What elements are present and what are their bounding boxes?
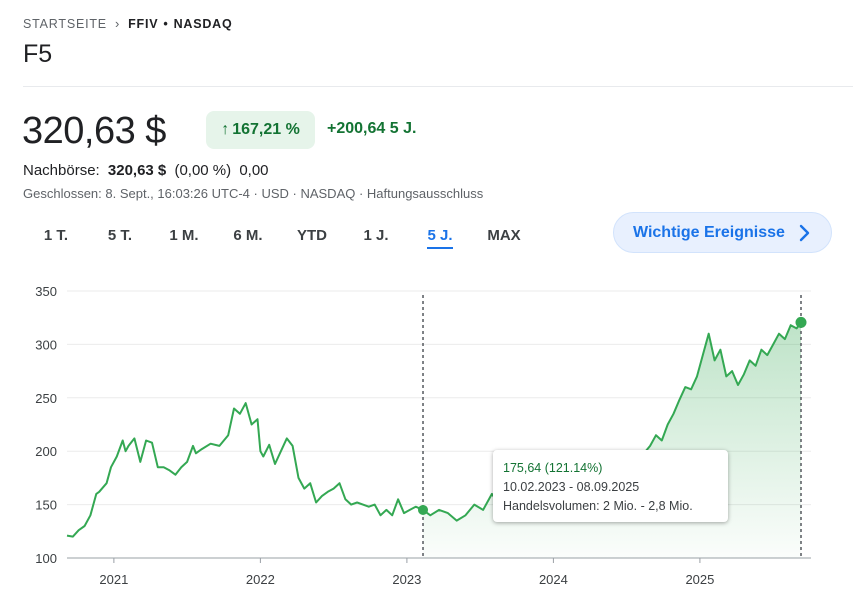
page-title: F5 [23,40,53,68]
tooltip-period: 10.02.2023 - 08.09.2025 [503,480,640,494]
range-tab-1m[interactable]: 1 M. [169,227,199,244]
x-tick-label: 2023 [392,572,421,587]
selection-area-fill [423,322,801,558]
chart-tooltip: 175,64 (121.14%) 10.02.2023 - 08.09.2025… [493,450,728,522]
market-status-info[interactable]: Geschlossen: 8. Sept., 16:03:26 UTC-4 · … [23,186,484,201]
range-tab-1y[interactable]: 1 J. [363,227,389,244]
tooltip-volume: Handelsvolumen: 2 Mio. - 2,8 Mio. [503,499,693,513]
breadcrumb-symbol: FFIV [128,16,159,31]
key-events-label: Wichtige Ereignisse [633,223,785,241]
y-tick-label: 100 [35,551,57,566]
y-tick-label: 300 [35,337,57,352]
change-absolute: +200,64 5 J. [327,120,417,137]
after-hours-row: Nachbörse: 320,63 $ (0,00 %) 0,00 [23,162,273,179]
key-events-button[interactable]: Wichtige Ereignisse [613,212,832,253]
change-percent: 167,21 % [232,121,300,138]
x-tick-label: 2022 [246,572,275,587]
breadcrumb-exchange: NASDAQ [173,16,233,31]
x-tick-label: 2025 [685,572,714,587]
price-line [66,321,802,538]
range-tab-ytd[interactable]: YTD [297,227,327,244]
after-hours-label: Nachbörse: [23,162,100,179]
after-hours-change: 0,00 [239,162,269,179]
range-tab-1d[interactable]: 1 T. [43,227,69,244]
y-tick-label: 250 [35,391,57,406]
divider [23,86,853,87]
after-hours-percent: (0,00 %) [174,162,232,179]
breadcrumb-dot: • [163,16,169,31]
y-tick-label: 150 [35,498,57,513]
range-tab-6m[interactable]: 6 M. [233,227,263,244]
chevron-right-icon [799,224,810,241]
stock-price: 320,63 $ [22,110,166,152]
breadcrumb: STARTSEITE › FFIV • NASDAQ [23,16,233,31]
selection-start-point[interactable] [418,504,429,515]
range-tab-5d[interactable]: 5 T. [107,227,133,244]
breadcrumb-current: FFIV • NASDAQ [128,17,232,31]
range-tabs: 1 T. 5 T. 1 M. 6 M. YTD 1 J. 5 J. MAX [24,226,536,252]
tooltip-change: 175,64 (121.14%) [503,461,603,475]
y-tick-label: 350 [35,284,57,299]
change-percent-badge: ↑ 167,21 % [206,111,315,149]
arrow-up-icon: ↑ [221,121,230,138]
y-tick-label: 200 [35,444,57,459]
x-tick-label: 2021 [99,572,128,587]
selection-end-point[interactable] [795,316,807,328]
chevron-right-icon: › [114,16,121,31]
breadcrumb-home-link[interactable]: STARTSEITE [23,16,107,31]
after-hours-price: 320,63 $ [107,162,167,179]
price-chart[interactable]: 100 150 200 250 300 350 2021 2022 2023 2024 2025 [0,270,853,597]
range-tab-max[interactable]: MAX [487,227,521,244]
x-tick-label: 2024 [539,572,568,587]
range-tab-5y[interactable]: 5 J. [408,226,472,252]
